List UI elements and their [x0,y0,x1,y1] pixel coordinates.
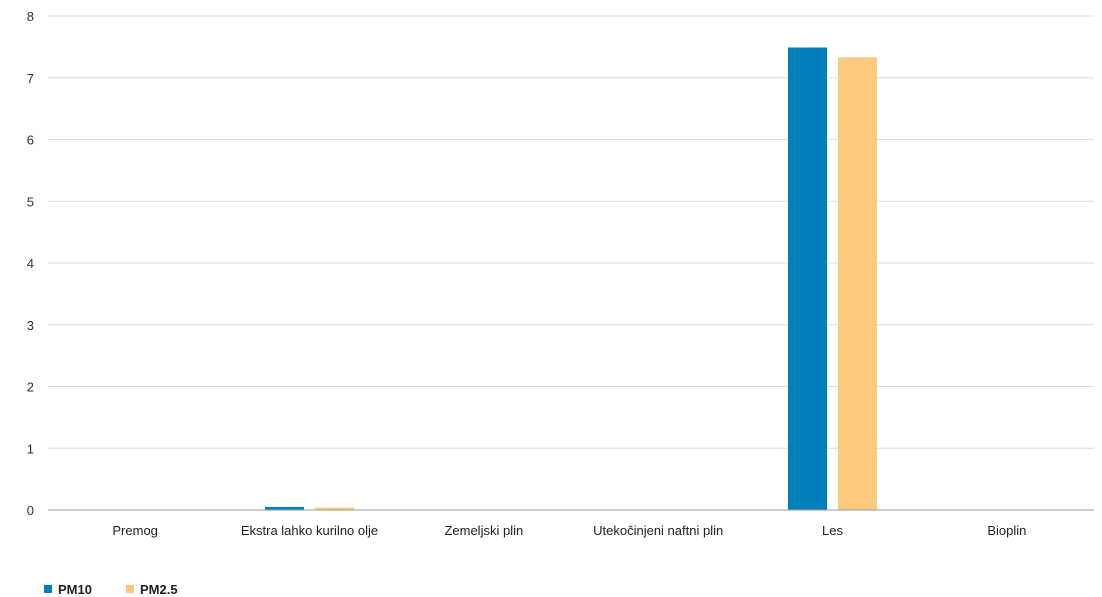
y-tick-label: 7 [27,71,34,86]
y-tick-label: 3 [27,318,34,333]
x-category-label: Utekočinjeni naftni plin [593,523,723,538]
bars [265,47,877,511]
y-axis-tick-labels: 0 1 2 3 4 5 6 7 8 [27,9,34,518]
gridlines [48,15,1094,449]
x-category-label: Bioplin [987,523,1026,538]
y-tick-label: 0 [27,503,34,518]
x-category-label: Zemeljski plin [444,523,523,538]
legend-label: PM2.5 [140,582,178,597]
y-tick-label: 6 [27,133,34,148]
bar-pm25-4 [838,57,877,511]
x-category-label: Les [822,523,843,538]
x-category-label: Premog [112,523,158,538]
y-tick-label: 4 [27,256,34,271]
legend: PM10 PM2.5 [44,582,178,597]
bar-pm25-1 [315,507,354,510]
x-category-label: Ekstra lahko kurilno olje [241,523,378,538]
y-tick-label: 8 [27,9,34,24]
legend-swatch-pm10 [44,585,52,593]
x-axis-category-labels: Premog Ekstra lahko kurilno olje Zemeljski… [112,523,1026,538]
legend-swatch-pm25 [126,585,134,593]
y-tick-label: 5 [27,194,34,209]
legend-label: PM10 [58,582,92,597]
y-tick-label: 1 [27,441,34,456]
bar-pm10-4 [788,47,827,511]
bar-pm10-1 [265,506,304,510]
y-tick-label: 2 [27,380,34,395]
